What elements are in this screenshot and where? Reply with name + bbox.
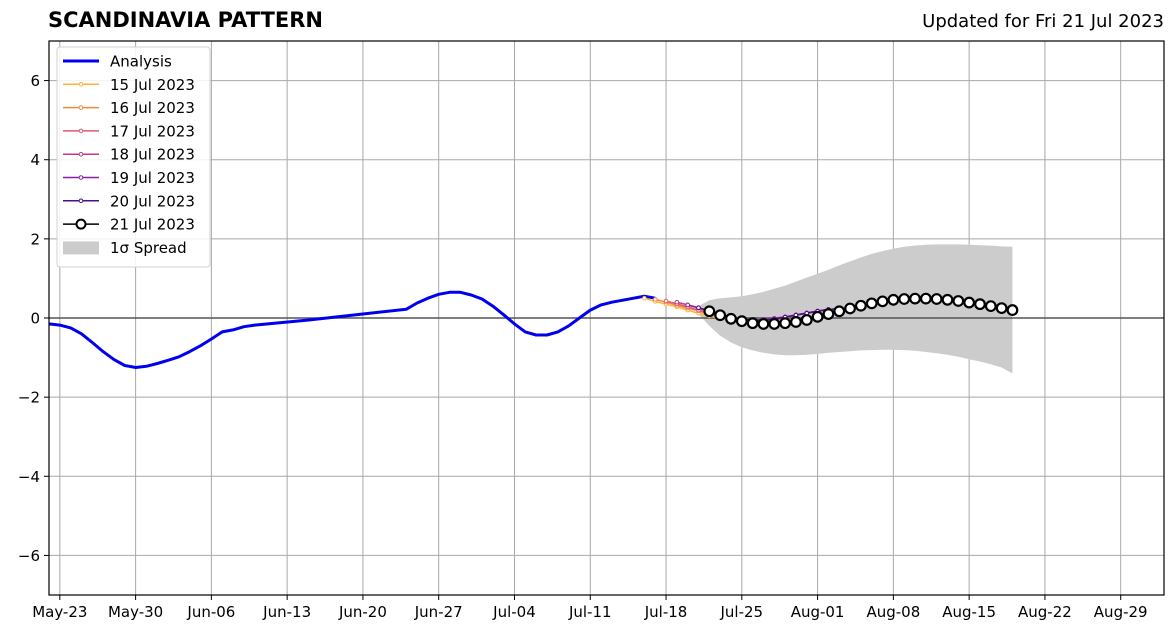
x-tick-label: May-23 xyxy=(32,603,87,621)
series-point xyxy=(779,317,792,330)
series-point xyxy=(674,299,680,305)
series-line xyxy=(48,290,656,369)
legend-marker xyxy=(78,105,84,110)
legend-entry: 15 Jul 2023 xyxy=(63,76,195,94)
legend-swatch xyxy=(63,241,99,255)
x-tick-label: Jul-18 xyxy=(644,603,688,621)
y-tick-label: −4 xyxy=(18,468,40,486)
series-point xyxy=(768,318,781,330)
legend-label: 16 Jul 2023 xyxy=(110,99,195,117)
series-7 xyxy=(703,292,1019,330)
series-point xyxy=(887,293,900,306)
series-point xyxy=(919,292,932,305)
series-point xyxy=(642,295,647,301)
y-tick-label: 4 xyxy=(30,151,40,169)
legend-entry: 1σ Spread xyxy=(63,239,187,257)
y-tick-label: −6 xyxy=(18,547,40,565)
legend-label: 18 Jul 2023 xyxy=(110,146,195,164)
axes: 6 4 2 0 −2 −4 −6 May-23 May-30 Jun-06 Jun-13 Jun-20… xyxy=(18,40,1165,621)
x-tick-label: May-30 xyxy=(108,603,163,621)
series-point xyxy=(974,298,986,311)
x-tick-label: Aug-01 xyxy=(791,603,845,621)
series-point xyxy=(865,297,878,310)
series-point xyxy=(685,302,690,308)
x-tick-label: Jun-13 xyxy=(262,603,311,621)
x-tick-label: Jul-04 xyxy=(492,603,536,621)
series-lines xyxy=(48,290,1019,369)
series-point xyxy=(790,316,802,328)
series-point xyxy=(746,317,759,330)
series-point xyxy=(663,298,669,304)
legend-label: 19 Jul 2023 xyxy=(110,169,195,187)
series-point xyxy=(952,295,965,307)
series-point xyxy=(876,295,889,308)
x-tick-label: Aug-22 xyxy=(1018,603,1072,621)
series-point xyxy=(1006,304,1019,316)
legend-entry: 20 Jul 2023 xyxy=(63,192,195,210)
legend-label: 17 Jul 2023 xyxy=(110,122,195,140)
chart-subtitle: Updated for Fri 21 Jul 2023 xyxy=(922,11,1164,32)
series-point xyxy=(995,302,1008,315)
series-point xyxy=(844,302,856,315)
series-point xyxy=(725,312,737,325)
series-point xyxy=(696,305,701,311)
series-point xyxy=(963,296,976,309)
x-tick-label: Jun-20 xyxy=(338,603,387,621)
series-point xyxy=(703,305,716,318)
series-point xyxy=(984,300,997,313)
x-tick-label: Aug-29 xyxy=(1094,603,1148,621)
legend-marker xyxy=(78,82,84,87)
y-tick-label: 0 xyxy=(30,310,40,328)
legend: Analysis 15 Jul 2023 16 Jul 2023 17 Jul 202… xyxy=(56,46,211,268)
legend-box xyxy=(56,46,211,268)
legend-entry: 19 Jul 2023 xyxy=(63,169,195,187)
legend-marker xyxy=(78,151,84,157)
x-tick-label: Aug-08 xyxy=(866,603,920,621)
y-tick-label: −2 xyxy=(18,389,40,407)
series-point xyxy=(909,292,921,305)
series-point xyxy=(800,314,813,326)
legend-label: 1σ Spread xyxy=(110,239,187,257)
chart-title: SCANDINAVIA PATTERN xyxy=(48,8,323,32)
legend-marker xyxy=(78,175,84,180)
x-tick-label: Jun-27 xyxy=(414,603,463,621)
series-point xyxy=(757,318,770,330)
x-tick-label: Jul-25 xyxy=(720,603,764,621)
legend-marker xyxy=(78,198,84,204)
y-tick-label: 2 xyxy=(30,230,40,248)
legend-entry: Analysis xyxy=(63,53,172,71)
series-point xyxy=(854,299,867,312)
series-point xyxy=(833,305,846,318)
legend-entry: 16 Jul 2023 xyxy=(63,99,195,117)
legend-marker xyxy=(78,128,84,134)
y-tick-label: 6 xyxy=(30,72,40,90)
series-point xyxy=(941,293,954,306)
legend-label: 20 Jul 2023 xyxy=(110,192,195,210)
series-point xyxy=(930,293,943,305)
legend-entry: 17 Jul 2023 xyxy=(63,122,195,140)
x-tick-label: Aug-15 xyxy=(942,603,996,621)
series-point xyxy=(714,309,727,322)
x-tick-label: Jun-06 xyxy=(186,603,235,621)
series-0 xyxy=(48,290,656,369)
series-point xyxy=(735,315,748,328)
x-tick-label: Jul-11 xyxy=(568,603,612,621)
series-point xyxy=(811,310,824,323)
series-point xyxy=(652,297,658,302)
legend-entry: 18 Jul 2023 xyxy=(63,146,195,164)
series-point xyxy=(822,308,835,320)
legend-label: 15 Jul 2023 xyxy=(110,76,195,94)
legend-label: Analysis xyxy=(110,53,172,71)
legend-entry: 21 Jul 2023 xyxy=(63,216,195,234)
series-point xyxy=(898,293,911,305)
legend-label: 21 Jul 2023 xyxy=(110,216,195,234)
legend-marker xyxy=(75,218,87,230)
